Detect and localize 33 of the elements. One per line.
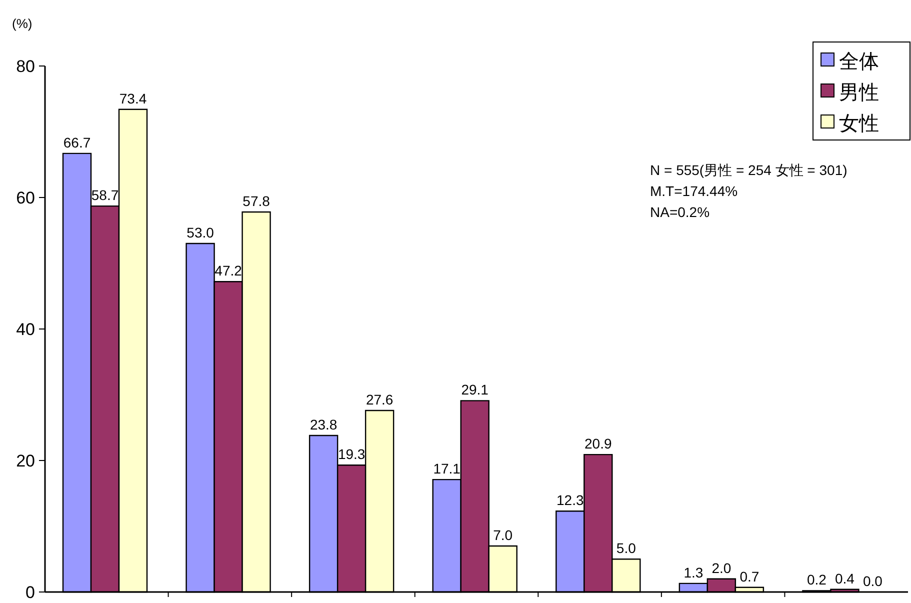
legend-label: 女性 bbox=[839, 113, 879, 135]
data-label: 0.2 bbox=[806, 572, 827, 588]
data-label: 53.0 bbox=[186, 224, 214, 241]
data-label: 57.8 bbox=[242, 192, 270, 209]
data-label: 27.6 bbox=[366, 392, 394, 408]
y-tick-label: 80 bbox=[16, 57, 35, 76]
annotation: NA=0.2% bbox=[650, 204, 710, 220]
data-label: 73.4 bbox=[119, 90, 147, 106]
data-label: 12.3 bbox=[556, 492, 584, 508]
data-label: 23.8 bbox=[310, 416, 338, 433]
legend-label: 全体 bbox=[839, 51, 879, 73]
data-label: 17.1 bbox=[433, 460, 461, 477]
data-label: 0.0 bbox=[862, 573, 883, 589]
y-tick-label: 40 bbox=[16, 320, 35, 339]
y-axis-title: (%) bbox=[12, 16, 32, 31]
data-label: 7.0 bbox=[493, 526, 513, 543]
data-label: 20.9 bbox=[584, 436, 612, 452]
y-tick-label: 60 bbox=[16, 188, 35, 208]
data-label: 66.7 bbox=[63, 134, 91, 150]
data-label: 0.4 bbox=[834, 570, 855, 586]
annotation: N = 555(男性 = 254 女性 = 301) bbox=[650, 162, 848, 178]
y-tick-label: 0 bbox=[26, 583, 35, 602]
y-tick-label: 20 bbox=[16, 452, 35, 470]
data-label: 58.7 bbox=[91, 187, 119, 204]
data-label: 0.7 bbox=[740, 568, 760, 584]
data-label: 29.1 bbox=[461, 382, 489, 398]
data-label: 1.3 bbox=[684, 564, 704, 580]
data-label: 19.3 bbox=[338, 446, 366, 462]
legend-label: 男性 bbox=[839, 82, 879, 104]
data-label: 2.0 bbox=[712, 560, 732, 576]
data-label: 5.0 bbox=[616, 540, 636, 556]
data-label: 47.2 bbox=[214, 262, 242, 279]
annotation: M.T=174.44% bbox=[650, 183, 738, 199]
